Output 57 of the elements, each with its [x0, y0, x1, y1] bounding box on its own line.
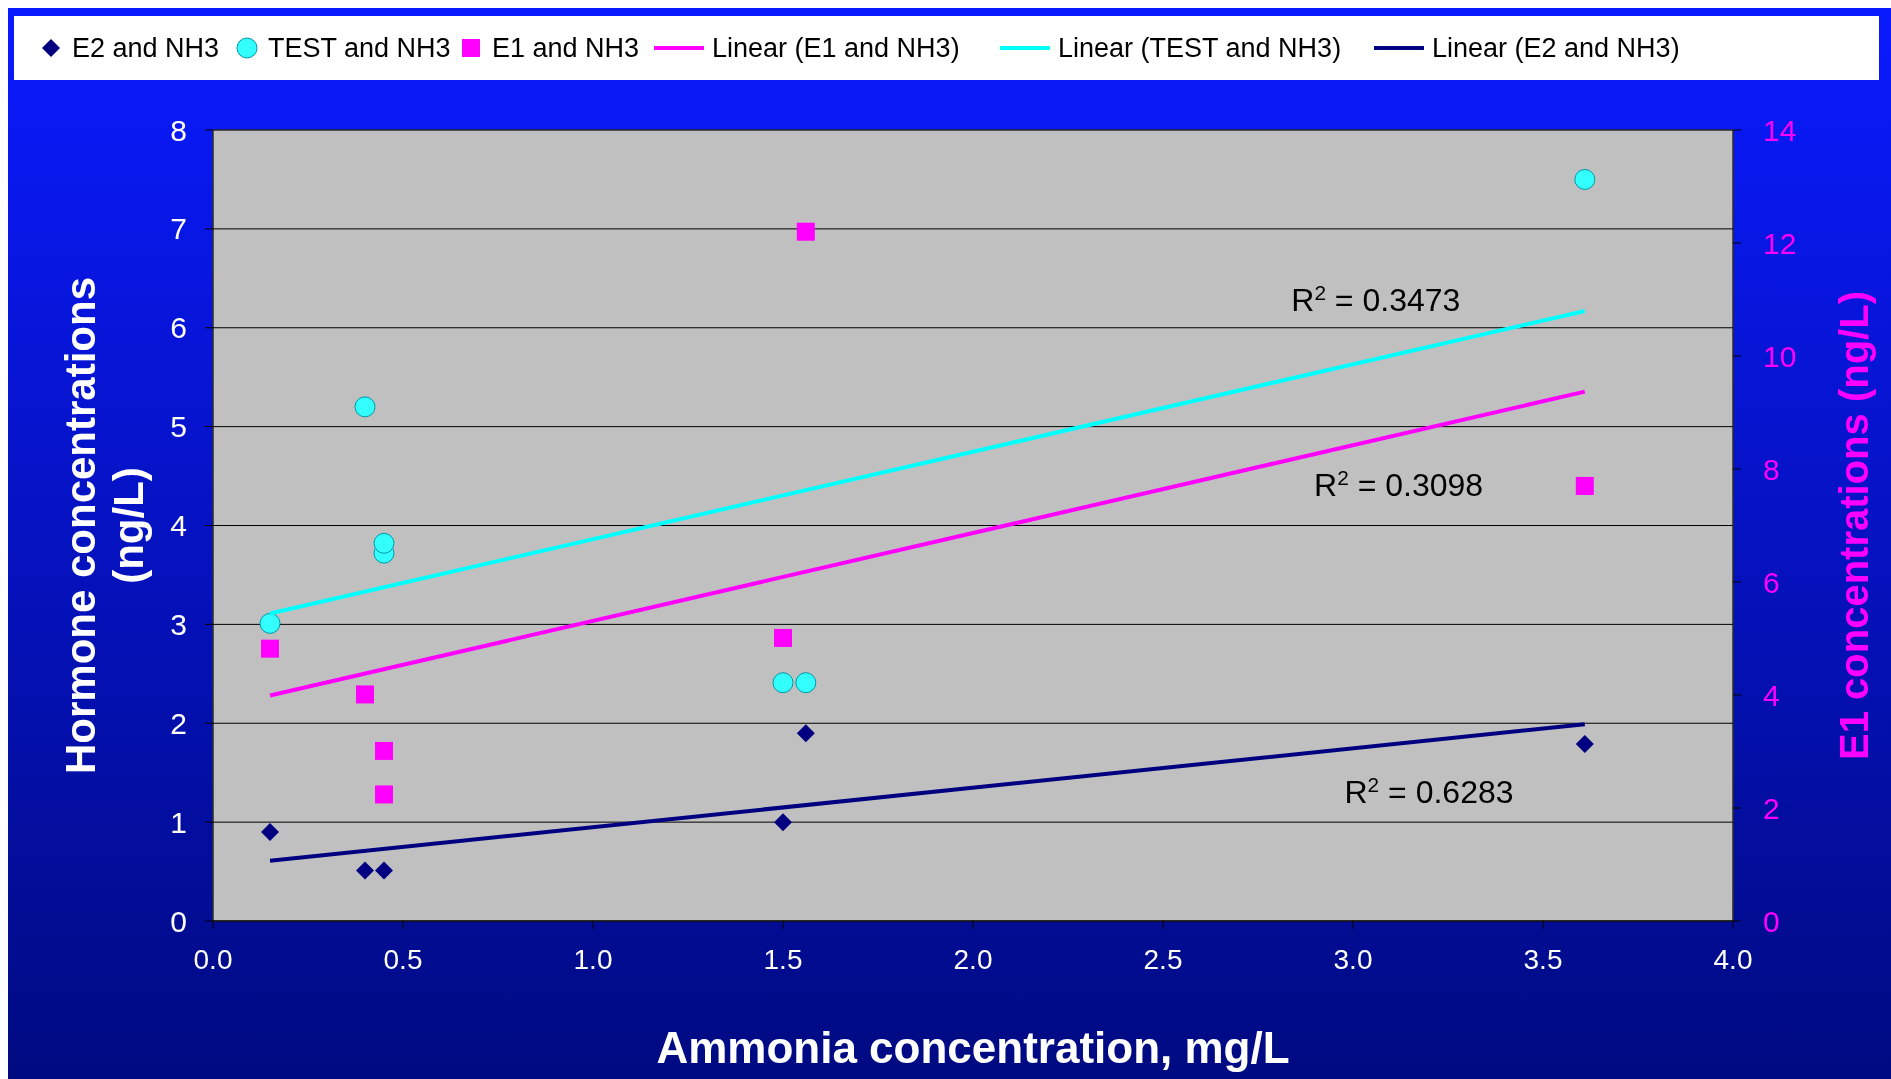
annotation: R$^{2}$ = 0.3473 — [1291, 280, 1461, 319]
point — [373, 532, 395, 554]
point — [261, 639, 279, 658]
point — [774, 813, 792, 832]
legend-label: Linear (TEST and NH3) — [1058, 33, 1342, 64]
x-tick-label: 3.0 — [1333, 944, 1373, 975]
annotation: R$^{2}$ = 0.6283 — [1344, 772, 1514, 811]
y2-tick-label: 14 — [1763, 113, 1797, 147]
x-axis-title: Ammonia concentration, mg/L — [656, 1023, 1290, 1072]
y-tick-label: 6 — [170, 311, 187, 345]
point — [356, 861, 374, 880]
y2-tick-label: 2 — [1763, 791, 1780, 825]
y2-tick-label: 10 — [1763, 339, 1797, 373]
legend-label: E2 and NH3 — [72, 33, 220, 64]
point — [375, 861, 393, 880]
y2-tick-label: 4 — [1763, 678, 1780, 712]
point — [774, 628, 792, 647]
y2-tick-label: 12 — [1763, 226, 1797, 260]
legend-label: TEST and NH3 — [268, 33, 451, 64]
point — [354, 396, 376, 418]
y-tick-label: 2 — [170, 706, 187, 740]
y-tick-label: 1 — [170, 805, 187, 839]
x-tick-label: 0.5 — [383, 944, 423, 975]
point — [1574, 168, 1596, 190]
point — [796, 724, 815, 743]
y-axis-title: Hormone concentrations (ng/L) — [56, 276, 152, 775]
y-tick-label: 5 — [170, 410, 187, 444]
x-tick-label: 3.5 — [1523, 944, 1563, 975]
y2-tick-label: 8 — [1763, 452, 1780, 486]
point — [795, 672, 817, 694]
x-tick-label: 0.0 — [193, 944, 233, 975]
legend-label: E1 and NH3 — [492, 33, 640, 64]
x-tick-label: 4.0 — [1713, 944, 1753, 975]
x-tick-label: 1.0 — [573, 944, 613, 975]
x-tick-label: 2.5 — [1143, 944, 1183, 975]
x-tick-label: 1.5 — [763, 944, 803, 975]
y2-axis-title: E1 concentrations (ng/L) — [1832, 291, 1876, 760]
y2-tick-label: 6 — [1763, 565, 1780, 599]
point — [1575, 476, 1594, 495]
point — [375, 741, 393, 760]
point — [259, 612, 281, 634]
y-tick-label: 0 — [170, 904, 187, 938]
point — [261, 823, 279, 842]
y-tick-label: 8 — [170, 113, 187, 147]
y-tick-label: 3 — [170, 607, 187, 641]
point — [1575, 735, 1594, 754]
y2-tick-label: 0 — [1763, 904, 1780, 938]
point — [772, 672, 794, 694]
x-tick-label: 2.0 — [953, 944, 993, 975]
y-tick-label: 7 — [170, 212, 187, 246]
legend-label: Linear (E2 and NH3) — [1432, 33, 1680, 64]
y-tick-label: 4 — [170, 509, 187, 542]
point — [375, 785, 393, 804]
annotation: R$^{2}$ = 0.3098 — [1314, 465, 1484, 503]
legend-label: Linear (E1 and NH3) — [712, 33, 960, 64]
point — [356, 685, 374, 704]
point — [796, 222, 815, 241]
